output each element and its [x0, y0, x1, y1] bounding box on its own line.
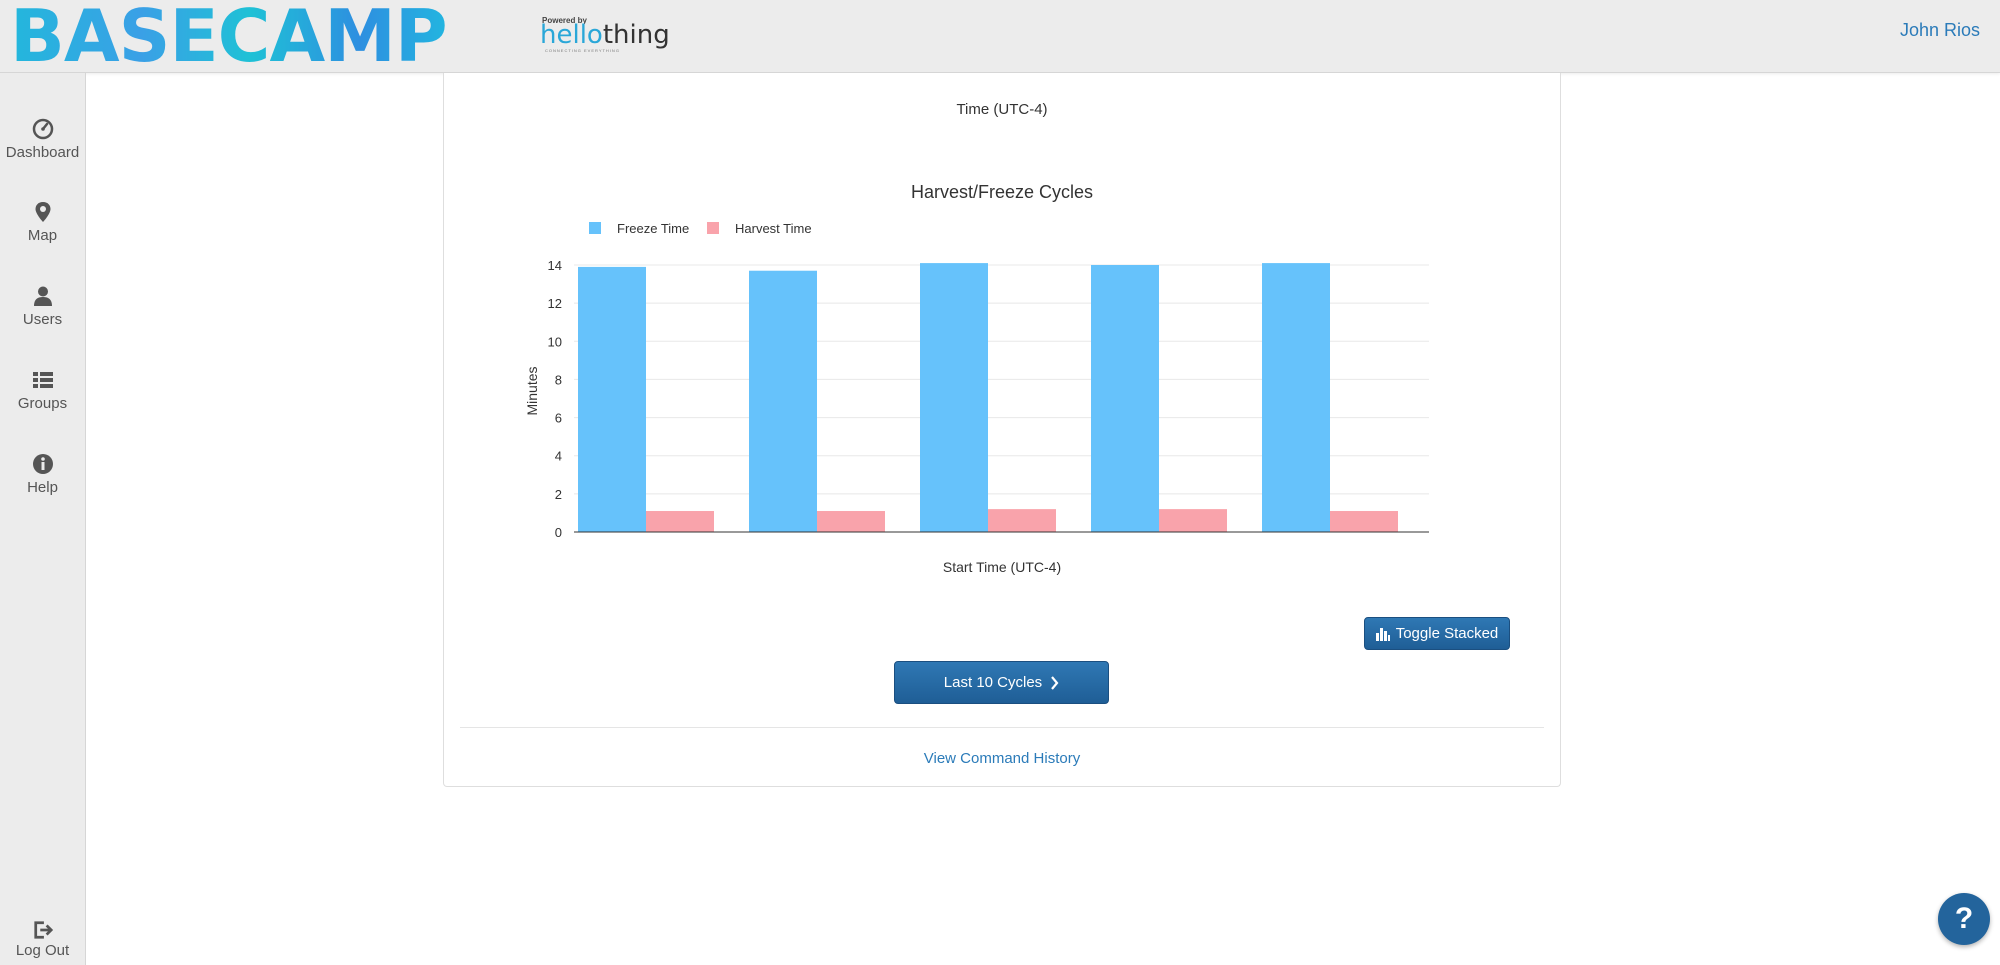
user-menu[interactable]: John Rios — [1899, 20, 1980, 40]
view-command-history-link[interactable]: View Command History — [923, 750, 1081, 767]
dashboard-icon — [32, 118, 53, 140]
sidebar-item-groups[interactable]: Groups — [0, 369, 85, 412]
legend-label[interactable]: Freeze Time — [617, 221, 689, 236]
harvest-freeze-chart: Harvest/Freeze Cycles Freeze Time Harvest… — [524, 182, 1429, 575]
logout-label: Log Out — [15, 942, 70, 959]
harvest-time-bar[interactable] — [646, 511, 714, 532]
y-tick-label: 4 — [555, 449, 562, 464]
freeze-time-bar[interactable] — [1262, 263, 1330, 532]
sidebar-item-dashboard[interactable]: Dashboard — [0, 118, 85, 161]
info-icon — [32, 454, 53, 474]
logout-icon — [33, 921, 53, 939]
freeze-time-bar[interactable] — [1091, 265, 1159, 532]
last-cycles-button[interactable]: Last 10 Cycles — [894, 661, 1109, 704]
list-icon — [32, 372, 53, 388]
sidebar-item-help[interactable]: Help — [0, 453, 85, 496]
top-bar: BASECAMP Powered by hellothing CONNECTIN… — [0, 0, 2000, 73]
chart-bars — [578, 263, 1398, 532]
powered-by-text: Powered by — [542, 16, 587, 25]
y-axis-ticks: 0 2 4 6 8 10 12 14 — [548, 258, 562, 540]
sidebar: Dashboard Map Users Groups Help Log Out — [0, 73, 86, 965]
logout-button[interactable]: Log Out — [0, 920, 85, 959]
y-tick-label: 14 — [548, 258, 562, 273]
toggle-stacked-label: Toggle Stacked — [1395, 625, 1499, 642]
brand-part1: hello — [540, 20, 603, 50]
freeze-time-bar[interactable] — [920, 263, 988, 532]
sidebar-item-users[interactable]: Users — [0, 285, 85, 328]
y-tick-label: 2 — [555, 487, 562, 502]
y-tick-label: 8 — [555, 372, 562, 387]
map-marker-icon — [35, 202, 50, 222]
freeze-time-bar[interactable] — [578, 266, 646, 532]
time-axis-label: Time (UTC-4) — [956, 101, 1048, 118]
basecamp-logo[interactable]: BASECAMP — [10, 0, 448, 78]
legend-label[interactable]: Harvest Time — [735, 221, 812, 236]
brand-part2: thing — [602, 20, 670, 50]
chart-legend: Freeze Time Harvest Time — [589, 221, 812, 236]
freeze-time-bar[interactable] — [749, 270, 817, 532]
toggle-stacked-button[interactable]: Toggle Stacked — [1364, 617, 1510, 650]
legend-swatch — [707, 222, 719, 234]
x-axis-label: Start Time (UTC-4) — [943, 559, 1061, 575]
chart-card: Time (UTC-4) Harvest/Freeze Cycles Freez… — [443, 73, 1561, 787]
bar-chart-icon — [1375, 627, 1390, 641]
sidebar-item-label: Help — [27, 479, 58, 496]
y-tick-label: 10 — [548, 334, 562, 349]
y-tick-label: 0 — [555, 525, 562, 540]
harvest-time-bar[interactable] — [817, 511, 885, 532]
y-tick-label: 6 — [555, 411, 562, 426]
card-divider — [460, 727, 1544, 728]
sidebar-item-label: Map — [27, 227, 58, 244]
sidebar-item-label: Users — [22, 311, 63, 328]
sidebar-item-label: Groups — [17, 395, 68, 412]
chevron-right-icon — [1051, 675, 1059, 690]
legend-swatch — [589, 222, 601, 234]
sidebar-item-map[interactable]: Map — [0, 201, 85, 244]
last-cycles-label: Last 10 Cycles — [943, 674, 1043, 691]
y-axis-label: Minutes — [524, 366, 540, 415]
user-icon — [33, 286, 52, 306]
hellothing-logo: hellothing — [540, 22, 670, 48]
chart-title: Harvest/Freeze Cycles — [911, 182, 1093, 202]
y-tick-label: 12 — [548, 296, 562, 311]
harvest-time-bar[interactable] — [1330, 511, 1398, 532]
help-chat-button[interactable]: ? — [1938, 893, 1990, 945]
sidebar-item-label: Dashboard — [5, 144, 80, 161]
brand-tagline: CONNECTING EVERYTHING — [545, 48, 620, 53]
harvest-time-bar[interactable] — [988, 509, 1056, 532]
harvest-time-bar[interactable] — [1159, 509, 1227, 532]
